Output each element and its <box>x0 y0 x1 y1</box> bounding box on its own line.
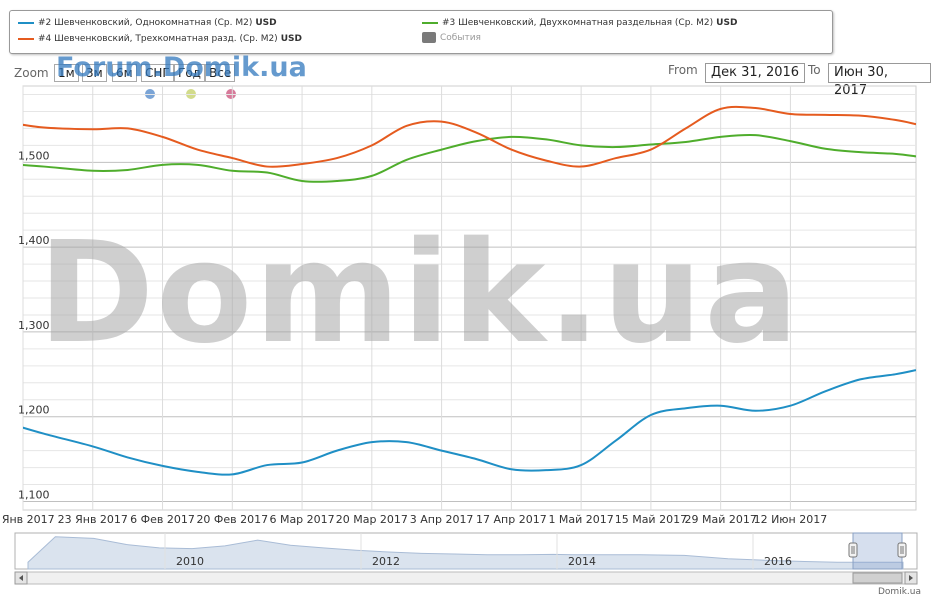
navigator-area <box>27 536 904 570</box>
legend-item-series-2[interactable]: #2 Шевченковский, Однокомнатная (Ср. М2)… <box>18 18 277 28</box>
legend-events-label: События <box>440 33 481 43</box>
x-tick-label: 1 Май 2017 <box>548 513 613 526</box>
scroll-right-arrow-icon <box>909 575 913 581</box>
series-line-2 <box>23 369 916 476</box>
navigator-scrollbar-track <box>14 571 918 585</box>
navigator-year-label: 2016 <box>764 555 792 568</box>
events-swatch <box>422 32 436 43</box>
x-tick-label: 20 Мар 2017 <box>336 513 408 526</box>
x-tick-label: 29 Май 2017 <box>684 513 756 526</box>
range-to-label: To <box>808 63 821 77</box>
legend-series-2-currency: USD <box>255 18 277 28</box>
chart-grid <box>22 85 917 511</box>
x-tick-label: 3 Апр 2017 <box>410 513 474 526</box>
y-axis-labels: 1,100 1,200 1,300 1,400 1,500 <box>18 149 50 501</box>
y-tick-label: 1,300 <box>18 319 50 332</box>
navigator-handle-left <box>848 542 858 558</box>
legend-item-events[interactable]: События <box>422 32 481 43</box>
navigator-handle-right <box>897 542 907 558</box>
range-from-label: From <box>668 63 698 77</box>
series-line-3 <box>23 133 916 183</box>
x-tick-label: 15 Май 2017 <box>615 513 687 526</box>
legend: #2 Шевченковский, Однокомнатная (Ср. М2)… <box>9 10 833 54</box>
x-tick-label: 23 Янв 2017 <box>58 513 128 526</box>
range-from-input[interactable]: Дек 31, 2016 <box>705 63 806 83</box>
zoom-label: Zoom <box>14 66 49 80</box>
series-3-swatch <box>422 21 438 24</box>
x-tick-label: 12 Июн 2017 <box>754 513 828 526</box>
series-line-4 <box>23 105 916 168</box>
legend-series-4-label: #4 Шевченковский, Трехкомнатная разд. (С… <box>38 34 278 44</box>
legend-series-4-currency: USD <box>280 34 302 44</box>
zoom-ytd-button[interactable]: СНГ <box>141 64 174 82</box>
series-lines <box>23 105 916 476</box>
navigator-year-label: 2010 <box>176 555 204 568</box>
navigator-year-label: 2012 <box>372 555 400 568</box>
x-tick-label: 20 Фев 2017 <box>196 513 268 526</box>
y-tick-label: 1,500 <box>18 149 50 162</box>
credit-link[interactable]: Domik.ua <box>878 587 921 597</box>
legend-series-2-label: #2 Шевченковский, Однокомнатная (Ср. М2) <box>38 18 253 28</box>
navigator-selection <box>852 532 903 570</box>
navigator: 2010 2012 2014 2016 <box>14 532 918 585</box>
legend-item-series-4[interactable]: #4 Шевченковский, Трехкомнатная разд. (С… <box>18 34 302 44</box>
y-tick-label: 1,100 <box>18 489 50 502</box>
y-tick-label: 1,400 <box>18 234 50 247</box>
series-4-swatch <box>18 37 34 40</box>
zoom-1y-button[interactable]: Год <box>174 64 205 82</box>
x-tick-label: 17 Апр 2017 <box>476 513 547 526</box>
x-tick-label: 9 Янв 2017 <box>0 513 55 526</box>
scroll-left-arrow-icon <box>19 575 23 581</box>
series-2-swatch <box>18 21 34 24</box>
zoom-1m-button[interactable]: 1м <box>54 64 79 82</box>
x-tick-label: 6 Фев 2017 <box>130 513 195 526</box>
legend-series-3-currency: USD <box>716 18 738 28</box>
legend-series-3-label: #3 Шевченковский, Двухкомнатная раздельн… <box>442 18 714 28</box>
y-tick-label: 1,200 <box>18 404 50 417</box>
zoom-6m-button[interactable]: 6м <box>112 64 137 82</box>
legend-item-series-3[interactable]: #3 Шевченковский, Двухкомнатная раздельн… <box>422 18 737 28</box>
x-tick-label: 6 Мар 2017 <box>269 513 334 526</box>
navigator-scrollbar-thumb <box>852 572 903 584</box>
zoom-3m-button[interactable]: 3м <box>82 64 107 82</box>
navigator-year-label: 2014 <box>568 555 596 568</box>
zoom-all-button[interactable]: Все <box>205 64 236 82</box>
